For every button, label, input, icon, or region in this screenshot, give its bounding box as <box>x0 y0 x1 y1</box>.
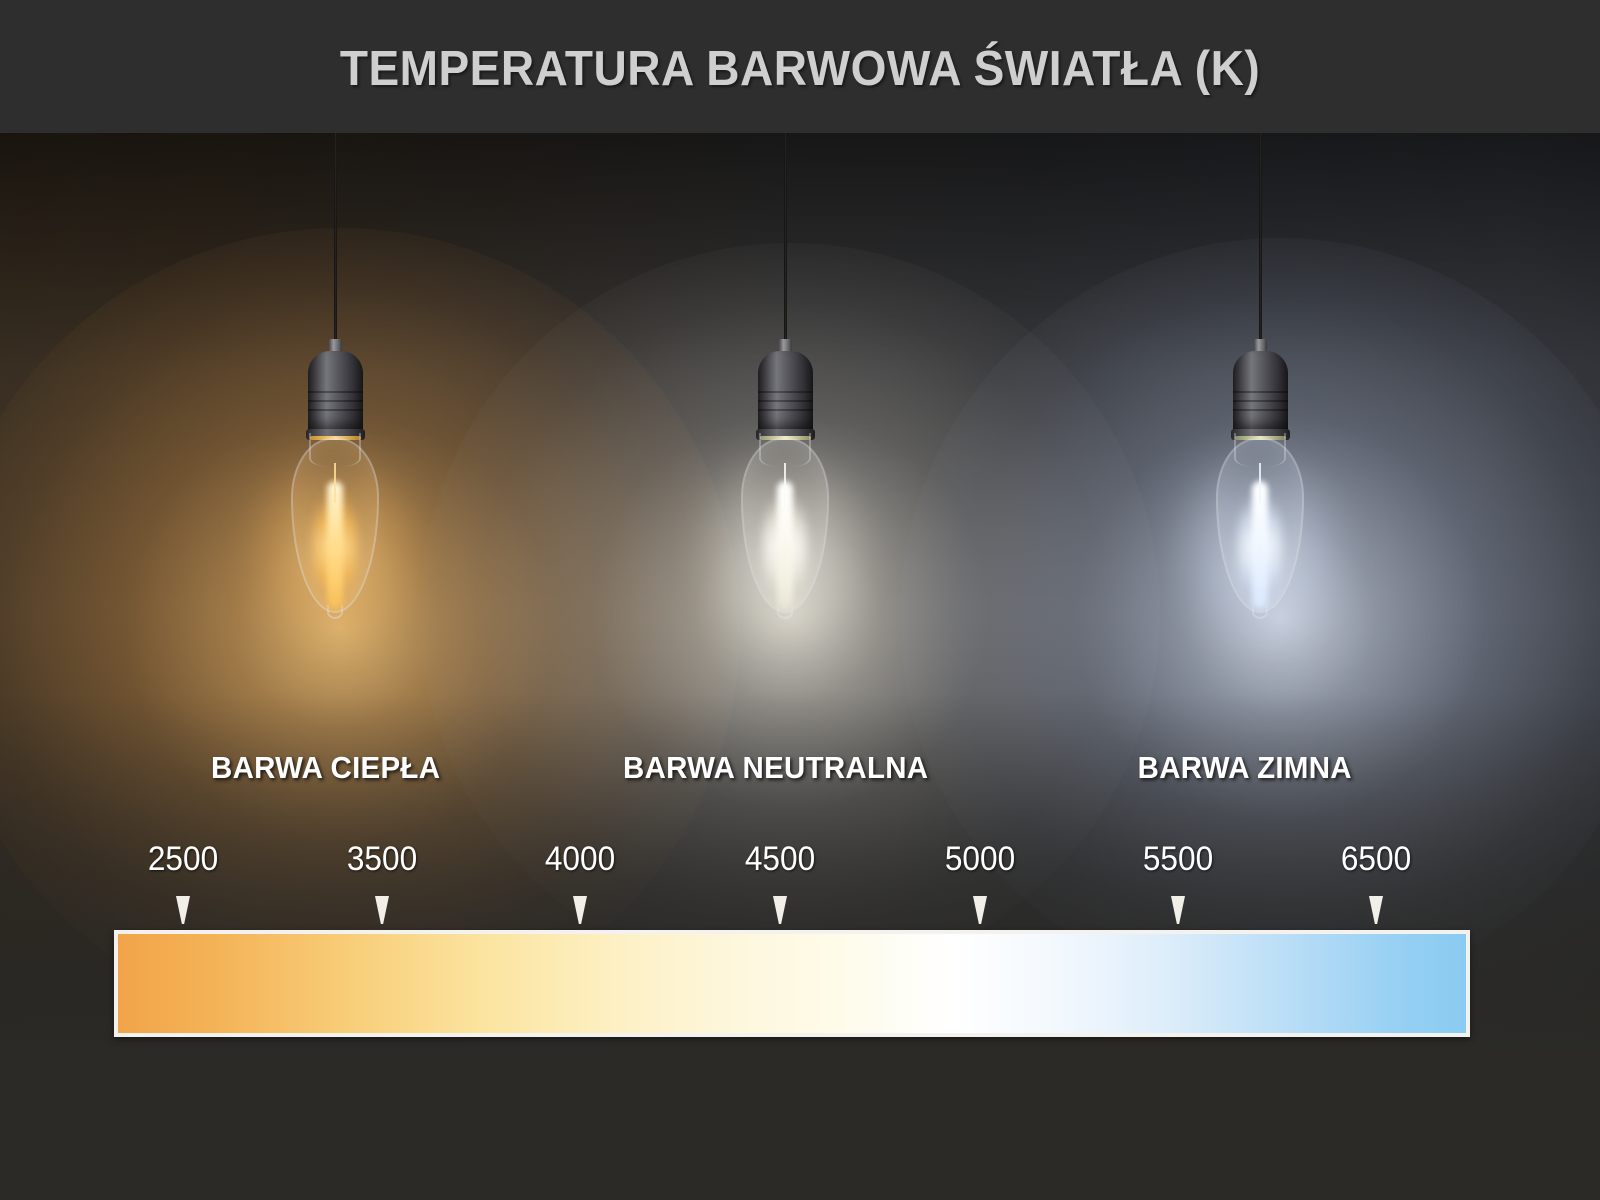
tick-value-2500: 2500 <box>147 840 219 878</box>
color-temperature-bar-frame <box>114 930 1470 1037</box>
tick-marker-4000 <box>573 896 587 924</box>
header-bar: TEMPERATURA BARWOWA ŚWIATŁA (K) <box>0 0 1600 133</box>
tick-value-5500: 5500 <box>1142 840 1214 878</box>
tick-value-4000: 4000 <box>544 840 616 878</box>
tick-value-5000: 5000 <box>944 840 1016 878</box>
cord-icon <box>784 133 787 346</box>
tick-value-3500: 3500 <box>346 840 418 878</box>
color-temperature-gradient <box>118 934 1466 1033</box>
tick-value-6500: 6500 <box>1340 840 1412 878</box>
page-title: TEMPERATURA BARWOWA ŚWIATŁA (K) <box>339 42 1261 96</box>
tick-marker-5500 <box>1171 896 1185 924</box>
tick-marker-3500 <box>375 896 389 924</box>
tick-marker-4500 <box>773 896 787 924</box>
tick-value-4500: 4500 <box>744 840 816 878</box>
tick-marker-6500 <box>1369 896 1383 924</box>
tick-marker-2500 <box>176 896 190 924</box>
tick-marker-5000 <box>973 896 987 924</box>
